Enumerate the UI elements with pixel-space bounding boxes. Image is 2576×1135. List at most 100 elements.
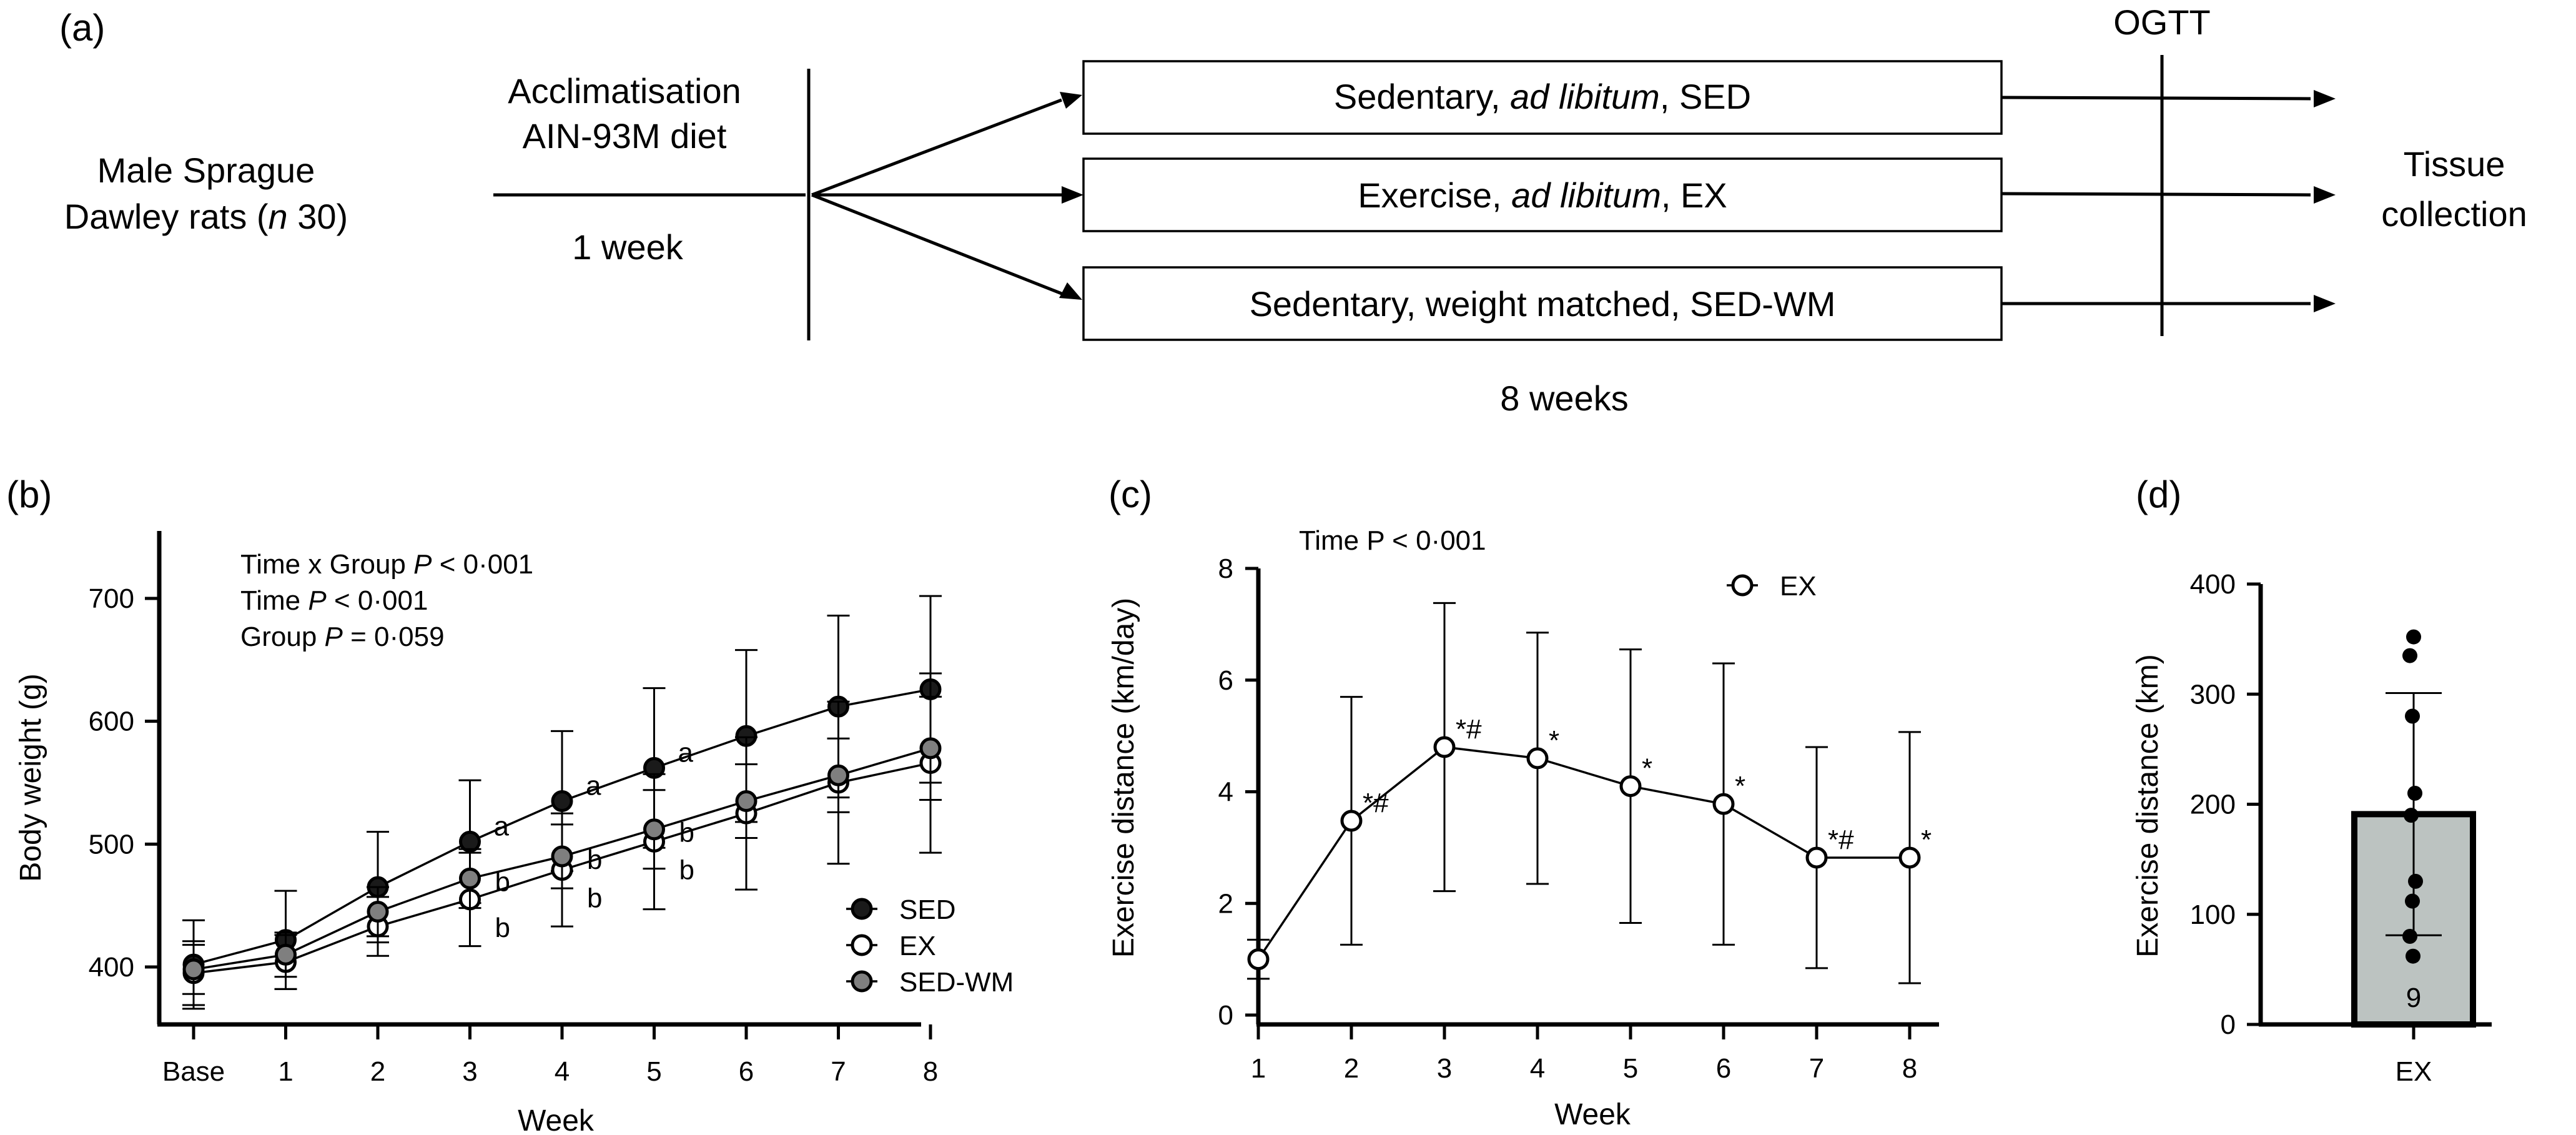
arrowhead-out-sed bbox=[2314, 90, 2336, 107]
panel-c-label: (c) bbox=[1108, 473, 1152, 515]
panel-c-chart: (c) 0 2 4 6 8 1 2 3 4 5 6 7 8 Week Exercise distanc… bbox=[1107, 473, 1939, 1131]
panel-c-sig-marker: * bbox=[1735, 771, 1745, 801]
arrow-to-sed bbox=[811, 98, 1062, 197]
panel-b-stat: Group P = 0·059 bbox=[240, 622, 445, 652]
panel-b-legend-label: EX bbox=[899, 931, 936, 961]
panel-d-data-point bbox=[2406, 948, 2421, 964]
panel-d-n-label: 9 bbox=[2406, 983, 2421, 1013]
arrowhead-out-ex bbox=[2314, 186, 2336, 204]
panel-b-y-label: Body weight (g) bbox=[14, 673, 47, 882]
panel-b-legend-marker bbox=[851, 934, 873, 956]
panel-b-sig-letter: a bbox=[494, 811, 510, 841]
panel-c-point bbox=[1247, 948, 1270, 971]
panel-d-y-tick-label: 100 bbox=[2190, 900, 2236, 930]
panel-b-sig-letter: a bbox=[678, 737, 694, 768]
arrowhead-out-sedwm bbox=[2314, 295, 2336, 312]
panel-d-x-tick-label: EX bbox=[2396, 1056, 2432, 1087]
panel-c-x-tick-label: 4 bbox=[1530, 1053, 1545, 1084]
panel-b-sig-letter: b bbox=[495, 913, 510, 943]
panel-b-legend-marker bbox=[851, 970, 873, 993]
panel-d-y-tick-label: 200 bbox=[2190, 790, 2236, 820]
panel-a-diagram: (a) Male Sprague Dawley rats (n 30) Accl… bbox=[59, 2, 2527, 418]
panel-c-sig-marker: *# bbox=[1363, 788, 1389, 818]
panel-c-stats: Time P < 0·001 bbox=[1299, 525, 1486, 556]
panel-c-line-ex bbox=[1257, 746, 1910, 960]
group-box-sedwm bbox=[1082, 266, 2003, 341]
group-label-sedwm: Sedentary, weight matched, SED-WM bbox=[1250, 284, 1836, 324]
panel-b-y-tick-label: 500 bbox=[89, 829, 134, 860]
intervention-duration: 8 weeks bbox=[1500, 379, 1628, 418]
rats-label-line2: Dawley rats (n 30) bbox=[64, 197, 348, 236]
panel-d-data-point bbox=[2408, 873, 2423, 889]
panel-b-x-tick-label: 6 bbox=[739, 1056, 754, 1087]
panel-b-label: (b) bbox=[6, 473, 52, 515]
group-label-sed: Sedentary, ad libitum, SED bbox=[1334, 77, 1751, 116]
panel-b-sig-letter: a bbox=[586, 771, 601, 801]
panel-c-x-tick-label: 7 bbox=[1809, 1053, 1824, 1084]
rats-label-line1: Male Sprague bbox=[97, 151, 315, 190]
panel-c-legend-marker bbox=[1731, 574, 1754, 597]
panel-c-sig-marker: * bbox=[1642, 753, 1652, 784]
panel-c-point bbox=[1619, 775, 1642, 798]
panel-b-x-tick-label: 7 bbox=[831, 1056, 846, 1087]
panel-c-point bbox=[1712, 793, 1735, 815]
diet-label: AIN-93M diet bbox=[523, 116, 727, 156]
panel-d-y-tick-label: 400 bbox=[2190, 569, 2236, 600]
panel-b-legend-label: SED-WM bbox=[899, 967, 1014, 998]
panel-b-sig-letter: b bbox=[587, 883, 602, 914]
panel-d-data-point bbox=[2405, 708, 2420, 724]
panel-c-y-tick-label: 0 bbox=[1218, 1000, 1233, 1031]
panel-d-data-point bbox=[2402, 648, 2417, 663]
arrow-out-ex bbox=[2001, 192, 2311, 197]
panel-d-y-tick-label: 0 bbox=[2221, 1009, 2236, 1040]
panel-b-sig-letter: b bbox=[495, 866, 510, 897]
panel-c-x-tick-label: 8 bbox=[1902, 1053, 1917, 1084]
panel-d-data-point bbox=[2402, 929, 2417, 944]
panel-b-x-label: Week bbox=[518, 1104, 595, 1135]
panel-b-series-sed bbox=[182, 595, 942, 1010]
acclimatisation-label: Acclimatisation bbox=[508, 71, 741, 111]
group-box-ex bbox=[1082, 157, 2003, 232]
panel-b-point bbox=[367, 901, 389, 923]
panel-c-point bbox=[1433, 736, 1456, 758]
arrow-out-sed bbox=[2001, 96, 2311, 101]
panel-d-data-point bbox=[2407, 785, 2422, 801]
panel-b-series-sed-wm bbox=[182, 695, 942, 995]
panel-b-sig-letter: b bbox=[679, 855, 694, 885]
panel-c-y-label: Exercise distance (km/day) bbox=[1107, 598, 1140, 958]
panel-b-point bbox=[275, 943, 297, 966]
panel-b-x-tick-label: 1 bbox=[278, 1056, 293, 1087]
arrow-to-sedwm bbox=[811, 193, 1062, 295]
group-label-ex: Exercise, ad libitum, EX bbox=[1358, 176, 1727, 215]
panel-d-y-tick-label: 300 bbox=[2190, 679, 2236, 710]
panel-d-label: (d) bbox=[2136, 473, 2181, 515]
panel-c-y-tick-label: 6 bbox=[1218, 665, 1233, 696]
panel-b-point bbox=[459, 867, 481, 890]
panel-b-x-tick-label: 8 bbox=[923, 1056, 938, 1087]
panel-b-y-tick-label: 400 bbox=[89, 952, 134, 983]
acclimatisation-duration: 1 week bbox=[572, 227, 683, 267]
panel-b-point bbox=[827, 764, 849, 786]
panel-c-sig-marker: * bbox=[1921, 825, 1932, 855]
panel-d-chart: (d) 0 100 200 300 400 9 EX Exercise distance … bbox=[2131, 473, 2492, 1087]
panel-b-point bbox=[551, 790, 573, 812]
panel-d-data-point bbox=[2405, 893, 2420, 909]
panel-c-sig-marker: * bbox=[1549, 725, 1559, 756]
panel-b-chart: (b) 400 500 600 700 Base 1 2 3 4 5 6 7 8 Week Body … bbox=[6, 473, 1014, 1135]
panel-b-y-tick-label: 700 bbox=[89, 583, 134, 614]
panel-c-sig-marker: *# bbox=[1456, 714, 1482, 745]
panel-b-legend-label: SED bbox=[899, 895, 955, 925]
arrowhead-sedwm bbox=[1059, 282, 1082, 300]
panel-c-y-tick-label: 4 bbox=[1218, 777, 1233, 808]
panel-b-x-tick-label: 4 bbox=[555, 1056, 570, 1087]
panel-a-label: (a) bbox=[59, 7, 105, 49]
panel-d-y-label: Exercise distance (km) bbox=[2131, 654, 2164, 957]
panel-c-point bbox=[1805, 846, 1828, 869]
panel-c-y-tick-label: 2 bbox=[1218, 888, 1233, 919]
panel-c-sig-marker: *# bbox=[1828, 825, 1854, 855]
panel-b-point bbox=[735, 790, 758, 812]
panel-b-sig-letter: b bbox=[587, 845, 602, 875]
panel-b-x-tick-label: 2 bbox=[370, 1056, 385, 1087]
panel-c-point bbox=[1898, 846, 1921, 869]
panel-c-x-tick-label: 5 bbox=[1623, 1053, 1638, 1084]
